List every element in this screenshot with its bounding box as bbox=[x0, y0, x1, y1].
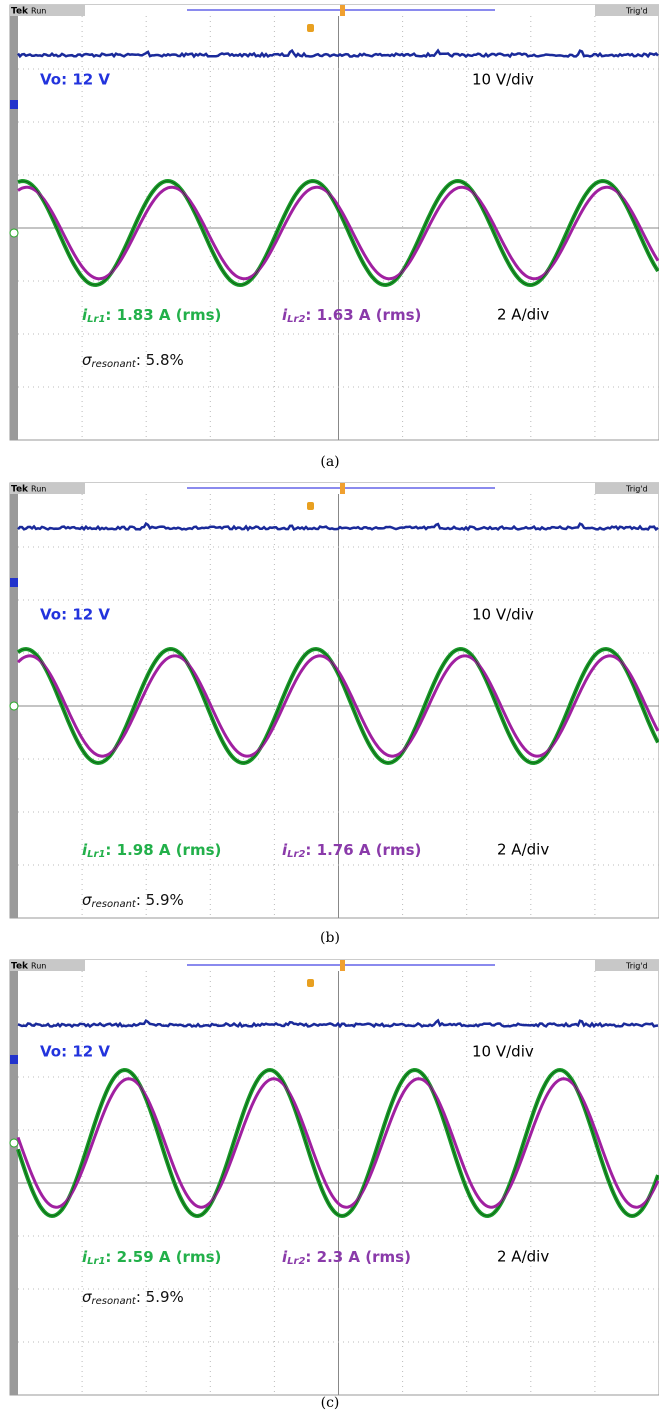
ch-marker bbox=[10, 229, 18, 237]
ilr1-label-subscript: Lr1 bbox=[87, 314, 105, 325]
vo-label: Vo: 12 V bbox=[40, 606, 110, 624]
trigger-pos bbox=[340, 483, 345, 494]
ch-marker bbox=[10, 1139, 18, 1147]
current-scale: 2 A/div bbox=[497, 841, 549, 859]
sigma-label-subscript: resonant bbox=[92, 359, 137, 370]
run-status: Run bbox=[31, 7, 46, 16]
caption: (b) bbox=[320, 930, 340, 946]
ilr1-label-subscript: Lr1 bbox=[87, 1256, 105, 1267]
caption: (a) bbox=[320, 454, 339, 470]
top-left-label: Tek bbox=[11, 7, 29, 17]
ilr2-label-subscript: Lr2 bbox=[287, 1256, 305, 1267]
trigger-marker bbox=[307, 979, 314, 987]
vo-label: Vo: 12 V bbox=[40, 1043, 110, 1061]
sigma-label-subscript: resonant bbox=[92, 899, 137, 910]
vo-scale: 10 V/div bbox=[472, 606, 534, 624]
left-strip bbox=[10, 5, 18, 440]
ilr2-label-value: : 1.76 A (rms) bbox=[305, 841, 421, 859]
ilr1-label-value: : 2.59 A (rms) bbox=[105, 1248, 221, 1266]
ilr1-label-value: : 1.83 A (rms) bbox=[105, 306, 221, 324]
trigger-status: Trig'd bbox=[625, 962, 648, 971]
ch1-marker bbox=[10, 1055, 18, 1064]
sigma-label-value: : 5.9% bbox=[136, 1288, 184, 1306]
top-left-label: Tek bbox=[11, 485, 29, 495]
run-status: Run bbox=[31, 962, 46, 971]
vo-label: Vo: 12 V bbox=[40, 71, 110, 89]
run-status: Run bbox=[31, 485, 46, 494]
ilr1-label-subscript: Lr1 bbox=[87, 849, 105, 860]
trigger-pos bbox=[340, 5, 345, 16]
ilr2-label-value: : 1.63 A (rms) bbox=[305, 306, 421, 324]
top-left-label: Tek bbox=[11, 962, 29, 972]
trigger-marker bbox=[307, 502, 314, 510]
caption: (c) bbox=[321, 1395, 340, 1411]
trigger-pos bbox=[340, 960, 345, 971]
vo-scale: 10 V/div bbox=[472, 71, 534, 89]
ch1-marker bbox=[10, 100, 18, 109]
sigma-label-symbol: σ bbox=[82, 891, 92, 909]
current-scale: 2 A/div bbox=[497, 1248, 549, 1266]
trigger-marker bbox=[307, 24, 314, 32]
ilr1-label-value: : 1.98 A (rms) bbox=[105, 841, 221, 859]
trigger-status: Trig'd bbox=[625, 7, 648, 16]
vo-scale: 10 V/div bbox=[472, 1043, 534, 1061]
ilr2-label-subscript: Lr2 bbox=[287, 849, 305, 860]
sigma-label-symbol: σ bbox=[82, 1288, 92, 1306]
sigma-label-value: : 5.9% bbox=[136, 891, 184, 909]
trigger-status: Trig'd bbox=[625, 485, 648, 494]
left-strip bbox=[10, 960, 18, 1395]
sigma-label-value: : 5.8% bbox=[136, 351, 184, 369]
ch1-marker bbox=[10, 578, 18, 587]
sigma-label-subscript: resonant bbox=[92, 1296, 137, 1307]
sigma-label-symbol: σ bbox=[82, 351, 92, 369]
ilr2-label-value: : 2.3 A (rms) bbox=[305, 1248, 411, 1266]
ilr2-label-subscript: Lr2 bbox=[287, 314, 305, 325]
left-strip bbox=[10, 483, 18, 918]
current-scale: 2 A/div bbox=[497, 306, 549, 324]
figure: TekRunTrig'dVo: 12 V10 V/diviLr1: 1.83 A… bbox=[0, 0, 659, 1414]
ch-marker bbox=[10, 702, 18, 710]
